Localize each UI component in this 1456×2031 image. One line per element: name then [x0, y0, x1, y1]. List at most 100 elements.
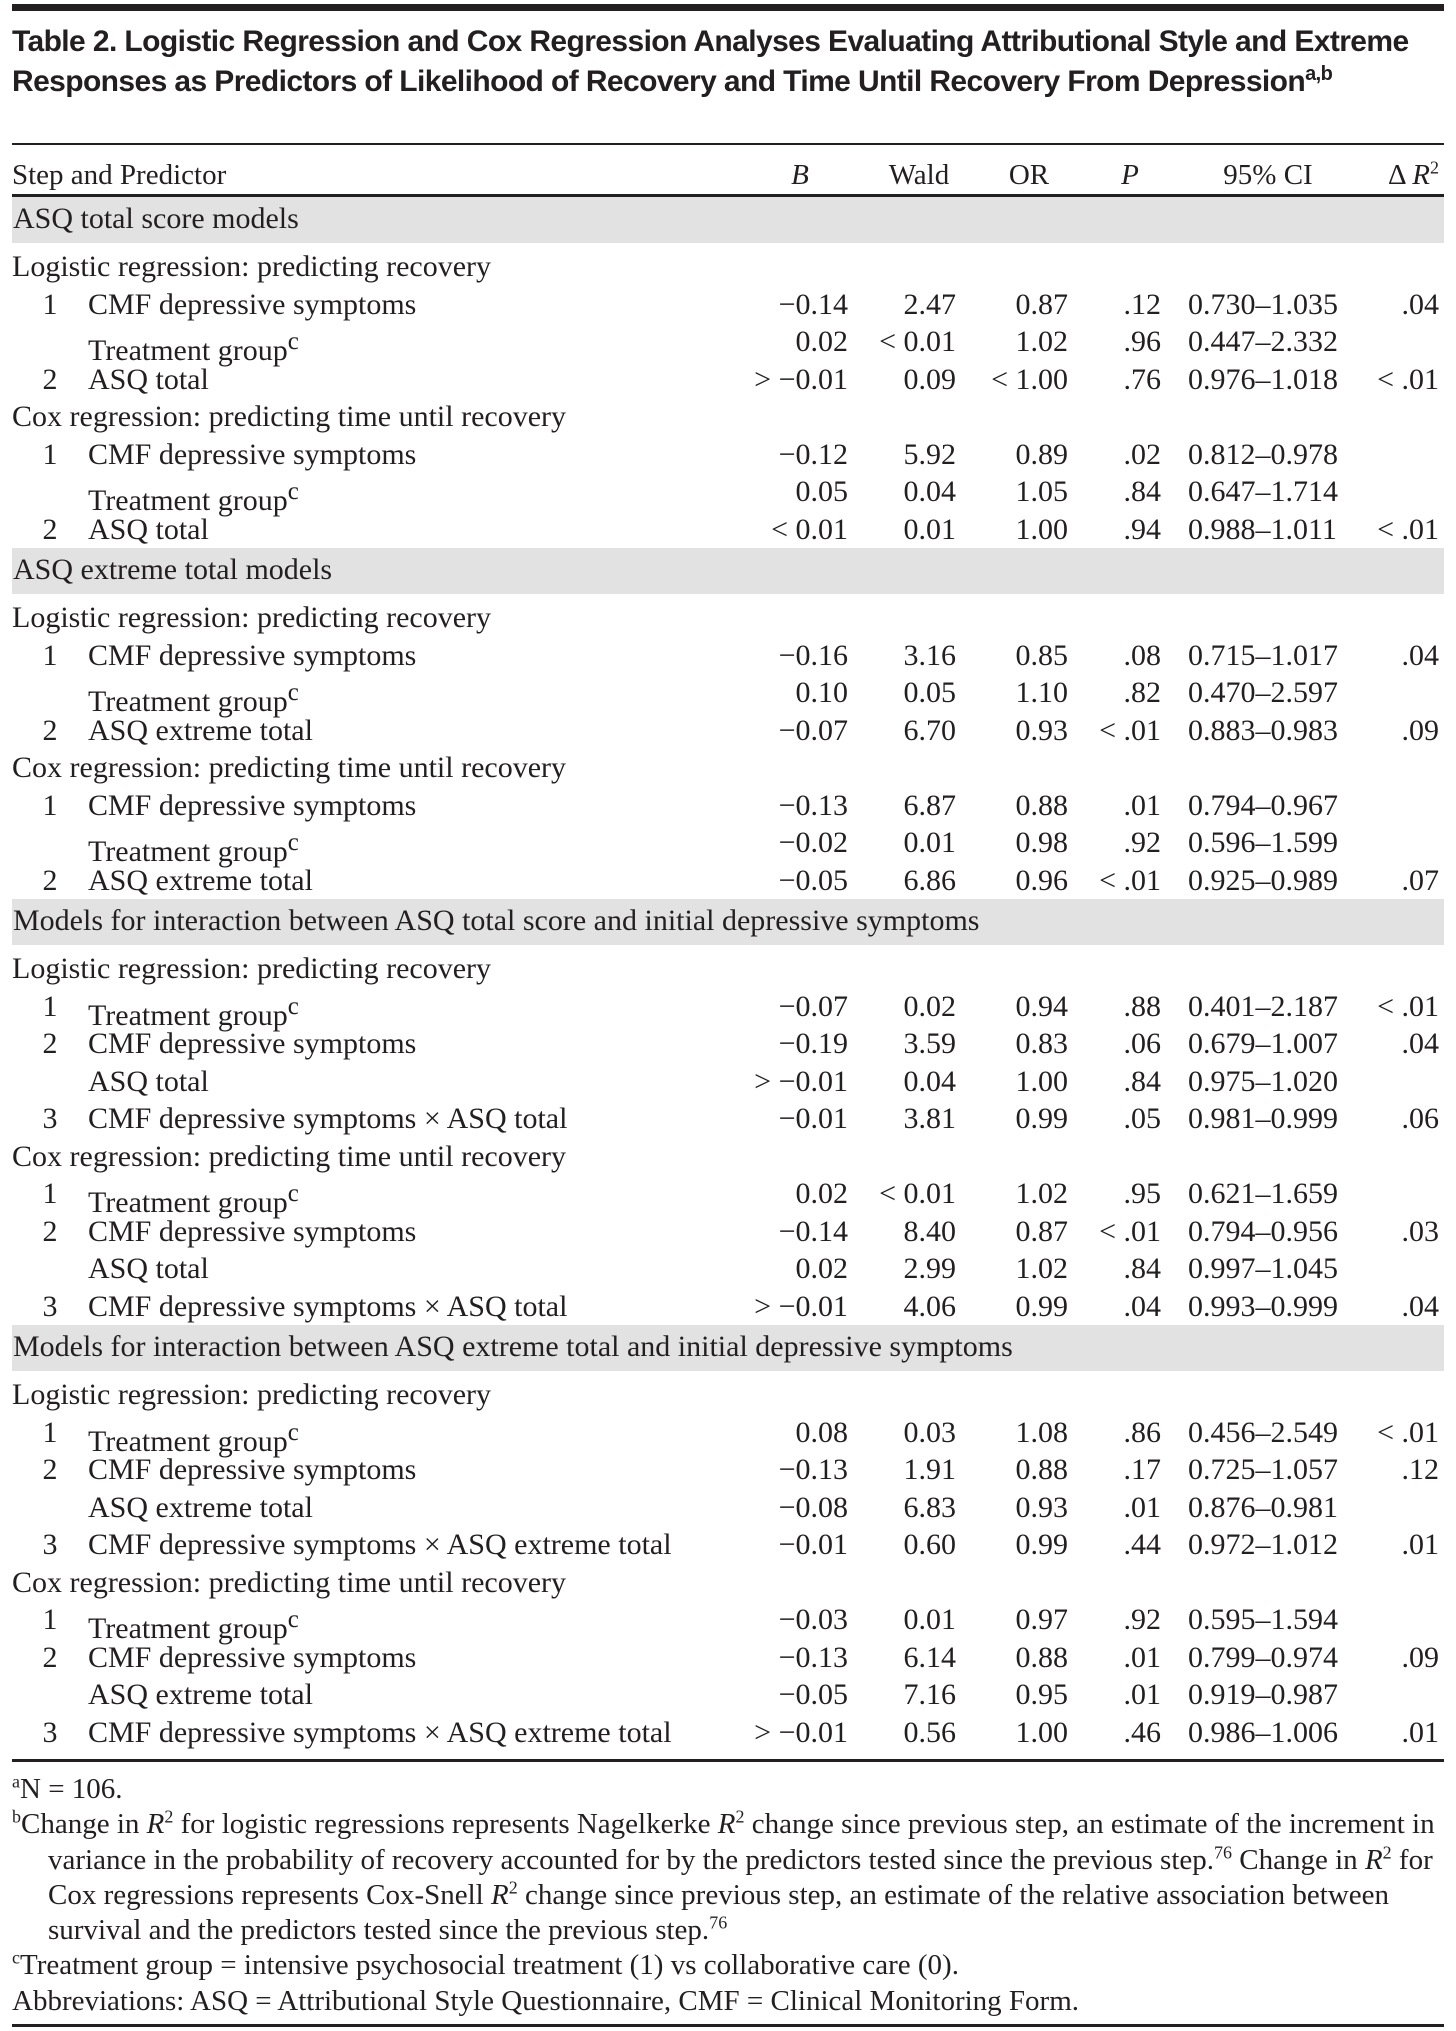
p-value: .92	[1123, 1603, 1162, 1636]
model-group-header: Cox regression: predicting time until re…	[0, 1564, 1456, 1602]
table-row: 1 Treatment groupc −0.07 0.02 0.94 .88 0.401–2…	[0, 988, 1456, 1032]
column-header-row: Step and Predictor B Wald OR P 95% CI Δ …	[0, 155, 1456, 195]
wald-value: 0.01	[903, 512, 957, 546]
dr2-value: < .01	[1377, 989, 1439, 1023]
predictor-label: ASQ extreme total	[88, 1490, 313, 1524]
or-value: 1.02	[1015, 1177, 1069, 1210]
predictor-label: ASQ extreme total	[88, 1678, 313, 1711]
dr2-value: .04	[1401, 1289, 1440, 1323]
b-value: −0.14	[778, 287, 848, 321]
p-value: .46	[1123, 1715, 1162, 1749]
or-value: 1.05	[1015, 475, 1069, 508]
model-group-header: Cox regression: predicting time until re…	[0, 749, 1456, 787]
predictor-label: CMF depressive symptoms	[88, 788, 417, 822]
ci-value: 0.794–0.956	[1188, 1214, 1338, 1248]
wald-value: 0.04	[903, 475, 957, 508]
predictor-label: Treatment group	[88, 334, 288, 367]
model-group-title: Logistic regression: predicting recovery	[12, 601, 492, 634]
table-row: 2 ASQ extreme total −0.05 6.86 0.96 < .01 0.92…	[0, 862, 1456, 900]
predictor-label: ASQ total	[88, 362, 209, 396]
dr2-value: .07	[1401, 863, 1440, 897]
or-value: 0.93	[1015, 713, 1069, 747]
predictor-label: CMF depressive symptoms	[88, 1027, 417, 1060]
ci-value: 0.647–1.714	[1188, 475, 1338, 508]
model-group-header: Logistic regression: predicting recovery	[0, 248, 1456, 286]
b-value: 0.02	[795, 1252, 849, 1285]
table-row: 2 ASQ total < 0.01 0.01 1.00 .94 0.988–1.011 < …	[0, 511, 1456, 549]
or-value: 1.02	[1015, 1252, 1069, 1285]
b-value: −0.02	[778, 826, 848, 859]
predictor-label: CMF depressive symptoms	[88, 287, 417, 321]
model-group-title: Logistic regression: predicting recovery	[12, 1378, 492, 1411]
ci-value: 0.993–0.999	[1188, 1289, 1338, 1323]
footnote-text: change since previous step, an estimate …	[48, 1878, 1390, 1947]
step-number: 2	[42, 863, 58, 897]
ci-value: 0.447–2.332	[1188, 325, 1338, 358]
model-group-title: Cox regression: predicting time until re…	[12, 400, 567, 433]
predictor-label: Treatment group	[88, 1424, 288, 1458]
superscript: 2	[1382, 1841, 1392, 1862]
footnote-mark: c	[287, 992, 299, 1020]
predictor-label: CMF depressive symptoms × ASQ total	[88, 1289, 568, 1323]
table-row: ASQ extreme total −0.08 6.83 0.93 .01 0.876–0…	[0, 1489, 1456, 1527]
model-group-header: Cox regression: predicting time until re…	[0, 398, 1456, 436]
b-value: 0.08	[795, 1415, 849, 1449]
predictor-cell: Treatment groupc	[88, 1175, 299, 1222]
p-value: .76	[1123, 362, 1162, 396]
wald-value: 7.16	[903, 1678, 957, 1711]
section-title: Models for interaction between ASQ total…	[13, 904, 980, 937]
footnote-mark: c	[287, 679, 299, 706]
wald-value: 6.70	[903, 713, 957, 747]
predictor-label: ASQ total	[88, 1252, 209, 1285]
predictor-cell: ASQ total	[88, 1063, 209, 1101]
b-value: −0.05	[778, 1678, 848, 1711]
table-row: 3 CMF depressive symptoms × ASQ extreme t…	[0, 1714, 1456, 1752]
footnote-text: change since previous step, an estimate …	[48, 1808, 1435, 1876]
p-value: .08	[1123, 638, 1162, 672]
predictor-label: CMF depressive symptoms	[88, 1640, 417, 1674]
table-row: 2 CMF depressive symptoms −0.13 6.14 0.88 .01…	[0, 1639, 1456, 1677]
table-row: 1 Treatment groupc 0.08 0.03 1.08 .86 0.456–2.…	[0, 1414, 1456, 1458]
ci-value: 0.799–0.974	[1188, 1640, 1338, 1674]
p-value: .86	[1123, 1415, 1162, 1449]
or-value: < 1.00	[991, 362, 1068, 396]
table-row: 1 Treatment groupc 0.02 < 0.01 1.02 .95 0.621–…	[0, 1175, 1456, 1219]
ci-value: 0.730–1.035	[1188, 287, 1338, 321]
section-title: Models for interaction between ASQ extre…	[13, 1330, 1013, 1363]
predictor-cell: ASQ extreme total	[88, 712, 313, 750]
table-body: ASQ total score models Logistic regressio…	[0, 197, 1456, 1751]
ci-value: 0.596–1.599	[1188, 826, 1338, 859]
b-value: > −0.01	[754, 1715, 848, 1749]
footnote-mark: c	[287, 829, 299, 856]
step-number: 1	[42, 1603, 58, 1636]
p-value: .44	[1123, 1528, 1162, 1561]
ci-value: 0.812–0.978	[1188, 437, 1338, 471]
ci-value: 0.595–1.594	[1188, 1603, 1338, 1636]
wald-value: 0.05	[903, 676, 957, 709]
wald-value: 6.14	[903, 1640, 957, 1674]
predictor-cell: Treatment groupc	[88, 988, 299, 1035]
or-value: 0.94	[1015, 989, 1069, 1023]
header-rule	[12, 194, 1444, 197]
model-group-header: Logistic regression: predicting recovery	[0, 599, 1456, 637]
footnote-text: N = 106.	[20, 1773, 123, 1805]
header-delta-r2: Δ R2	[1388, 155, 1439, 195]
b-value: −0.01	[778, 1528, 848, 1561]
predictor-label: Treatment group	[88, 484, 288, 517]
header-ci: 95% CI	[1223, 159, 1313, 191]
predictor-label: Treatment group	[88, 835, 288, 868]
superscript: a	[12, 1771, 20, 1792]
b-value: −0.07	[778, 713, 848, 747]
wald-value: 1.91	[903, 1453, 957, 1486]
predictor-label: Treatment group	[88, 998, 288, 1032]
wald-value: 8.40	[903, 1214, 957, 1248]
predictor-label: CMF depressive symptoms × ASQ extreme to…	[88, 1715, 672, 1749]
p-value: .05	[1123, 1102, 1162, 1135]
header-or: OR	[1008, 159, 1050, 191]
footnote-text: Treatment group = intensive psychosocial…	[20, 1949, 959, 1982]
dr2-value: < .01	[1377, 362, 1439, 396]
table-row: ASQ total 0.02 2.99 1.02 .84 0.997–1.045	[0, 1250, 1456, 1288]
dr2-value: .09	[1401, 1640, 1440, 1674]
predictor-cell: CMF depressive symptoms × ASQ extreme to…	[88, 1526, 672, 1564]
ci-value: 0.986–1.006	[1188, 1715, 1338, 1749]
